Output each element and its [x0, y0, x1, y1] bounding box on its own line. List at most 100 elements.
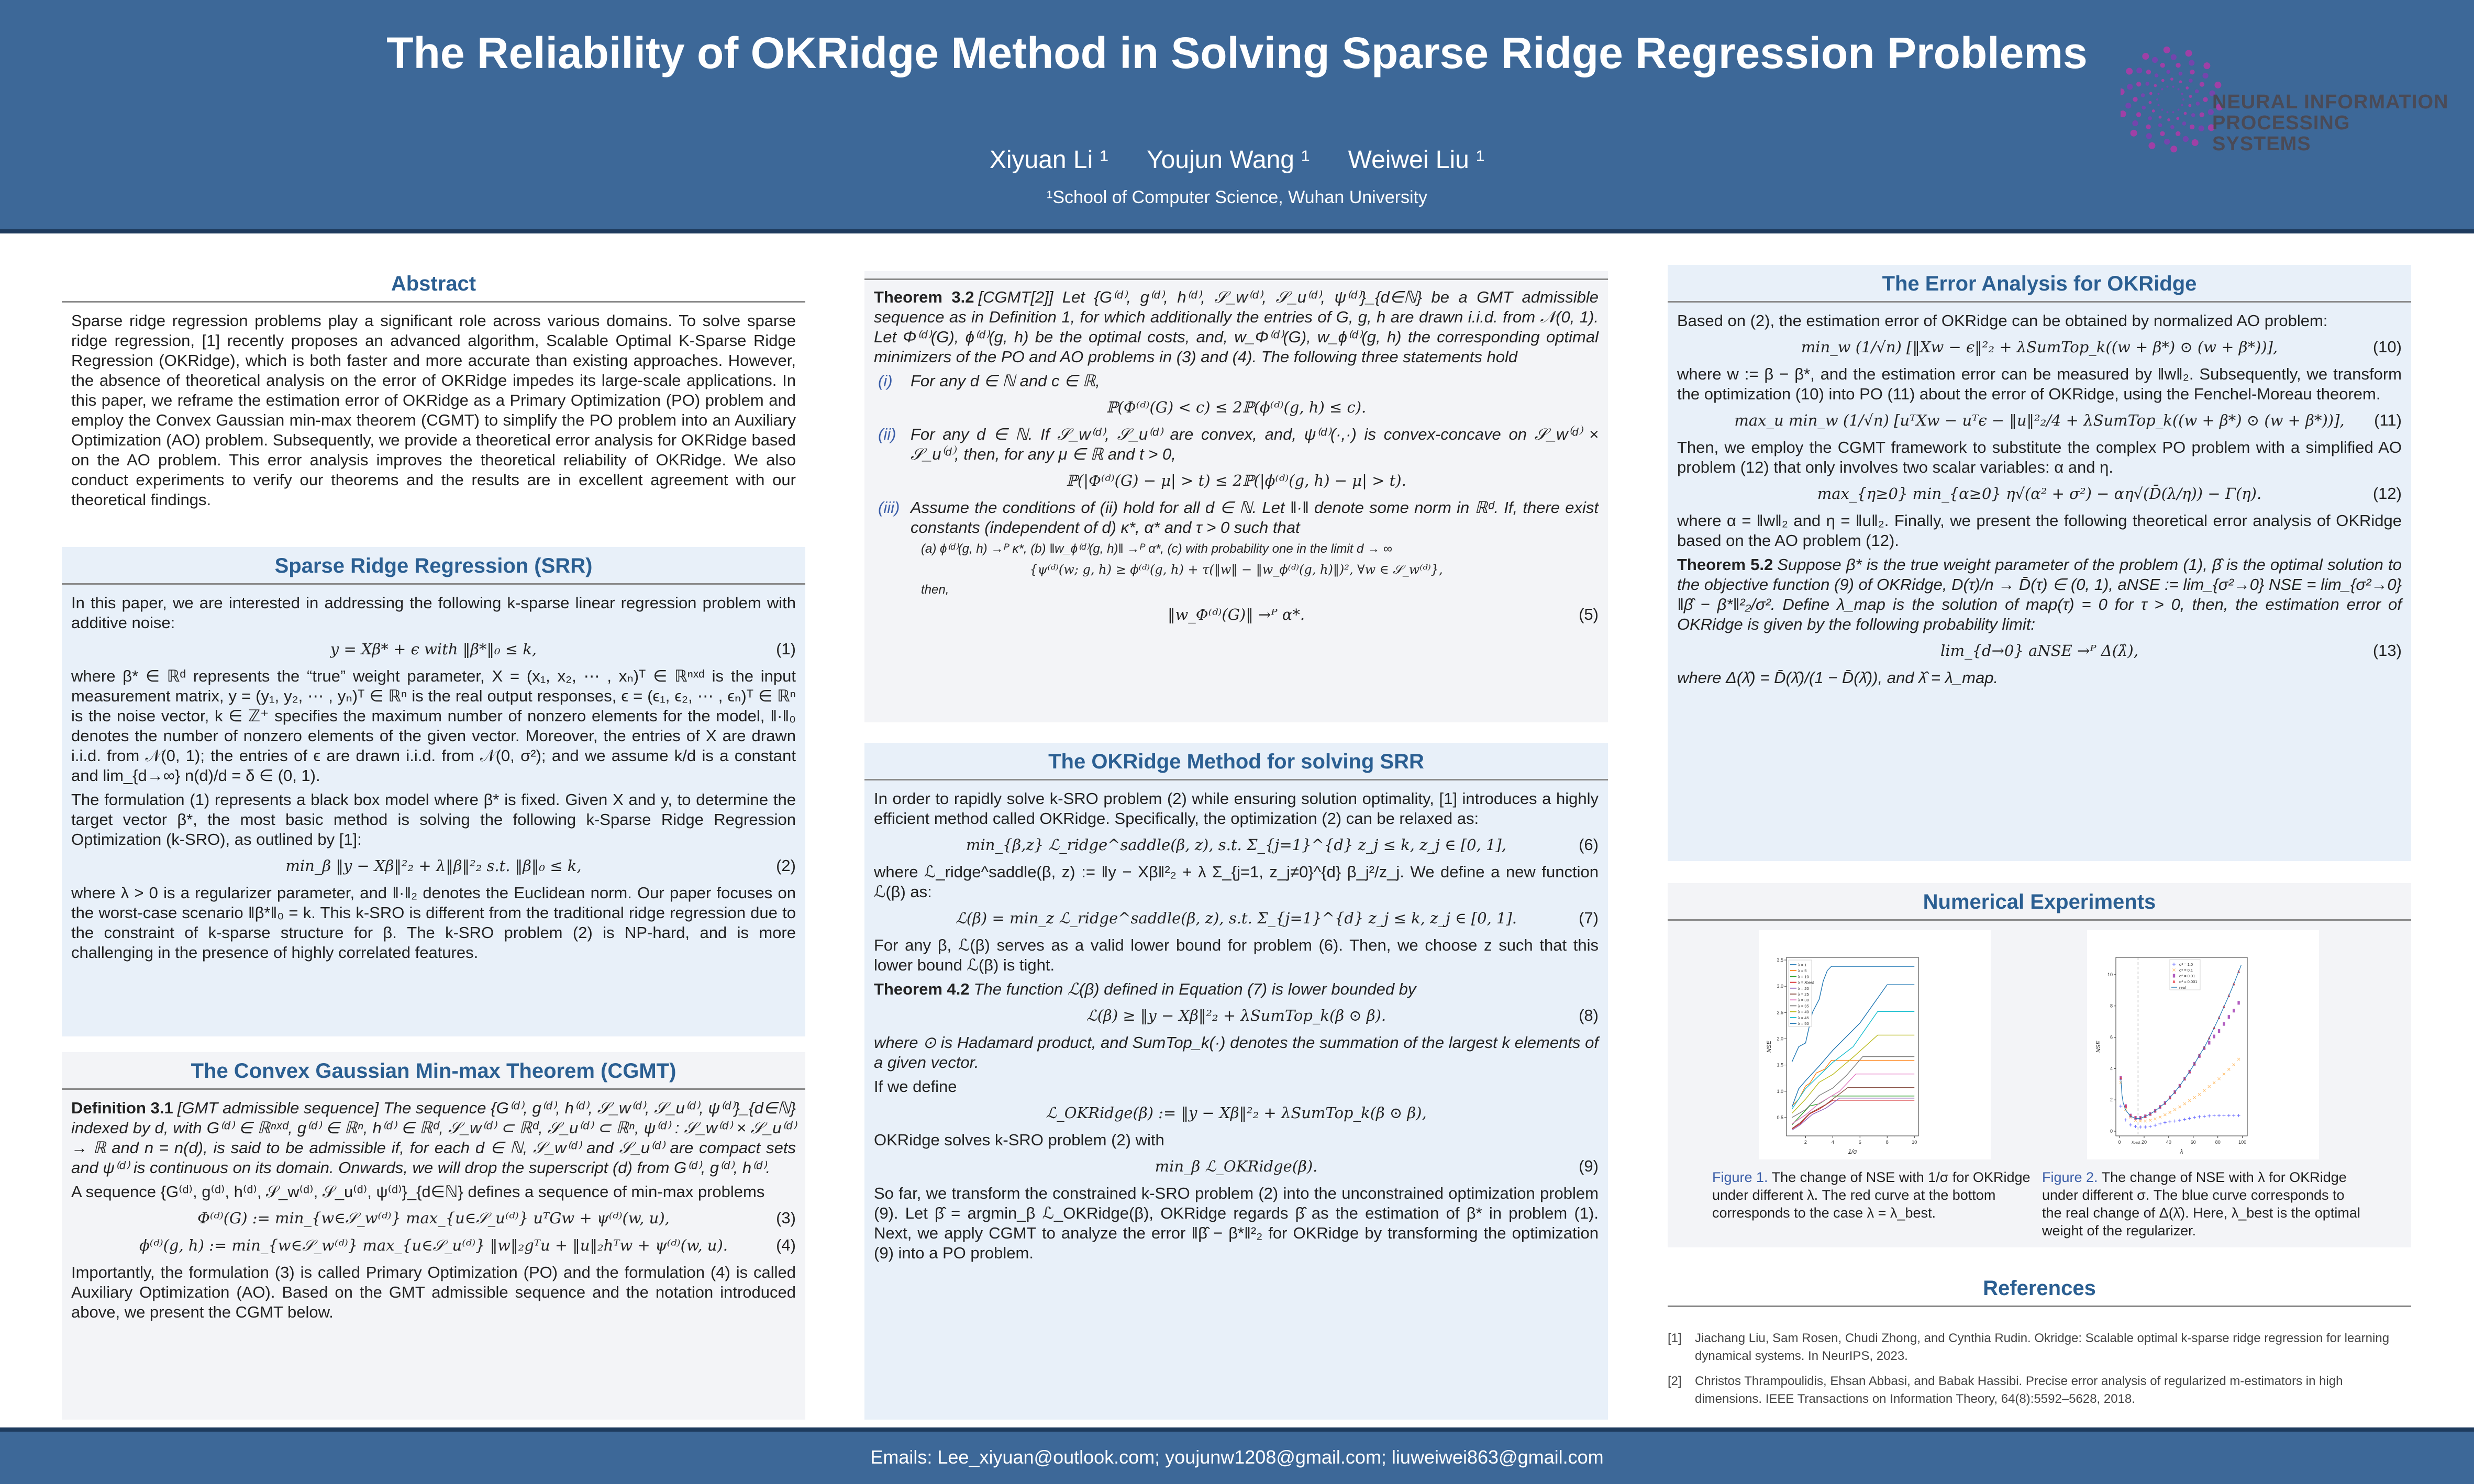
logo-dot: [2121, 88, 2125, 95]
logo-dot: [2195, 102, 2200, 106]
logo-dot: [2179, 80, 2182, 84]
legend-label: λ = 40: [1798, 1010, 1809, 1014]
data-point: [2202, 1114, 2206, 1118]
equation-number: (10): [2372, 338, 2402, 356]
series-line: [2120, 965, 2242, 1119]
section-body: Based on (2), the estimation error of OK…: [1677, 311, 2402, 688]
reference-list: [1] Jiachang Liu, Sam Rosen, Chudi Zhong,…: [1668, 1330, 2411, 1415]
y-tick-label: 2.0: [1777, 1036, 1783, 1041]
legend-box: [1788, 959, 1812, 1027]
body-text: For any β, ℒ(β) serves as a valid lower …: [874, 936, 1599, 974]
body-text: then,: [921, 583, 949, 597]
figure-label: Figure 1.: [1712, 1169, 1768, 1185]
logo-dot: [2157, 93, 2160, 95]
x-tick-label: 20: [2142, 1140, 2147, 1145]
equation-number: (8): [1579, 1006, 1599, 1024]
data-point: [2172, 968, 2176, 972]
x-tick-label: 4: [1832, 1140, 1834, 1145]
data-point: [2212, 1081, 2216, 1085]
paragraph: If we define: [874, 1077, 1599, 1097]
data-point: [2178, 1105, 2181, 1109]
theorem-label: Definition 3.1: [71, 1099, 173, 1117]
legend-label: σ² = 0.1: [2179, 968, 2193, 973]
legend-label: λ = 35: [1798, 1003, 1809, 1008]
body-text: where ⊙ is Hadamard product, and SumTop_…: [874, 1033, 1599, 1072]
series-line: [1791, 1087, 1915, 1129]
section-title: Numerical Experiments: [1668, 883, 2411, 921]
paragraph: then,: [874, 582, 1599, 598]
logo-dot: [2198, 125, 2204, 131]
body-text: (a) ϕ⁽ᵈ⁾(g, h) →ᴾ κ*, (b) ‖w_ϕ⁽ᵈ⁾(g, h)‖…: [921, 542, 1392, 556]
equation-number: (1): [776, 640, 796, 658]
author: Xiyuan Li ¹: [989, 146, 1108, 174]
paragraph: Theorem 3.2 [CGMT[2]] Let {G⁽ᵈ⁾, g⁽ᵈ⁾, h⁽…: [874, 287, 1599, 367]
equation-text: ℙ(Φ⁽ᵈ⁾(G) < c) ≤ 2ℙ(ϕ⁽ᵈ⁾(g, h) ≤ c).: [1106, 398, 1367, 416]
logo-dot: [2121, 110, 2126, 118]
data-point: [2217, 1114, 2221, 1118]
data-point: [2227, 1015, 2231, 1019]
data-point: [2188, 1117, 2191, 1120]
data-point: [2129, 1123, 2133, 1127]
equation-number: (9): [1579, 1157, 1599, 1175]
body-text: So far, we transform the constrained k-S…: [874, 1184, 1599, 1262]
equation-text: min_β ℒ_OKRidge(β).: [1155, 1157, 1318, 1175]
equation-text: ℒ_OKRidge(β) := ‖y − Xβ‖²₂ + λSumTop_k(β…: [1046, 1104, 1427, 1122]
poster-footer: Emails: Lee_xiyuan@outlook.com; youjunw1…: [0, 1427, 2474, 1484]
equation-text: ϕ⁽ᵈ⁾(g, h) := min_{w∈𝒮_w⁽ᵈ⁾} max_{u∈𝒮_u⁽…: [139, 1236, 728, 1254]
x-tick-label: 40: [2166, 1140, 2171, 1145]
logo-dot: [2126, 68, 2133, 75]
logo-dot: [2190, 70, 2195, 75]
logo-dot: [2158, 123, 2162, 128]
paragraph: where α = ‖w‖₂ and η = ‖u‖₂. Finally, we…: [1677, 511, 2402, 551]
paragraph: For any β, ℒ(β) serves as a valid lower …: [874, 935, 1599, 975]
equation-text: ℒ(β) = min_z ℒ_ridge^saddle(β, z), s.t. …: [955, 909, 1517, 927]
logo-dot: [2160, 131, 2165, 136]
logo-dot: [2183, 111, 2187, 115]
data-point: [2172, 979, 2176, 983]
paragraph: Theorem 5.2 Suppose β* is the true weight…: [1677, 555, 2402, 634]
logo-dot: [2161, 108, 2164, 111]
body-text: {ψ⁽ᵈ⁾(w; g, h) ≥ ϕ⁽ᵈ⁾(g, h) + τ(‖w‖ − ‖w…: [1029, 562, 1443, 577]
paragraph: OKRidge solves k-SRO problem (2) with: [874, 1130, 1599, 1150]
logo-dot: [2152, 57, 2158, 63]
paragraph: Theorem 4.2 The function ℒ(β) defined in …: [874, 979, 1599, 999]
logo-dot: [2185, 50, 2192, 57]
paragraph: where λ > 0 is a regularizer parameter, …: [71, 883, 796, 963]
y-axis-label: NSE: [1766, 1041, 1772, 1053]
data-point: [2222, 1072, 2226, 1076]
data-point: [2148, 1125, 2152, 1129]
data-point: [2124, 1118, 2127, 1122]
figure-2-caption: Figure 2. The change of NSE with λ for O…: [2042, 1168, 2361, 1240]
data-point: [2213, 1034, 2215, 1039]
body-text: where α = ‖w‖₂ and η = ‖u‖₂. Finally, we…: [1677, 511, 2402, 550]
equation: ℒ(β) = min_z ℒ_ridge^saddle(β, z), s.t. …: [874, 908, 1599, 928]
body-text: Assume the conditions of (ii) hold for a…: [911, 498, 1599, 537]
data-point: [2237, 1057, 2240, 1061]
body-text: Based on (2), the estimation error of OK…: [1677, 311, 2328, 330]
figure-1-caption: Figure 1. The change of NSE with 1/σ for…: [1712, 1168, 2032, 1222]
body-text: A sequence {G⁽ᵈ⁾, g⁽ᵈ⁾, h⁽ᵈ⁾, 𝒮_w⁽ᵈ⁾, 𝒮_…: [71, 1182, 765, 1201]
data-point: [2198, 1115, 2201, 1119]
item-label: (iii): [878, 498, 900, 517]
paragraph: where ℒ_ridge^saddle(β, z) := ‖y − Xβ‖²₂…: [874, 862, 1599, 902]
references-section: References: [1668, 1269, 2411, 1321]
logo-dot: [2203, 97, 2208, 102]
body-text: [GMT admissible sequence] The sequence {…: [71, 1099, 796, 1177]
body-text: where β* ∈ ℝᵈ represents the “true” weig…: [71, 667, 796, 785]
logo-dot: [2182, 98, 2184, 101]
data-point: [2178, 1119, 2181, 1122]
data-point: [2232, 1114, 2236, 1118]
logo-dot: [2170, 125, 2175, 129]
equation-number: (13): [2372, 641, 2402, 660]
legend-label: λ = 20: [1798, 986, 1809, 991]
body-text: The function ℒ(β) defined in Equation (7…: [973, 980, 1416, 998]
logo-dot: [2176, 117, 2180, 120]
equation: y = Xβ* + ϵ with ‖β*‖₀ ≤ k, (1): [71, 639, 796, 659]
logo-dot: [2181, 93, 2183, 95]
equation-number: (2): [776, 856, 796, 875]
logo-dot: [2133, 97, 2138, 102]
legend-label: λ = 45: [1798, 1016, 1809, 1020]
logo-dot: [2188, 104, 2192, 107]
y-tick-label: 2.5: [1777, 1010, 1783, 1015]
equation-text: min_β ‖y − Xβ‖²₂ + λ‖β‖²₂ s.t. ‖β‖₀ ≤ k,: [285, 857, 582, 875]
